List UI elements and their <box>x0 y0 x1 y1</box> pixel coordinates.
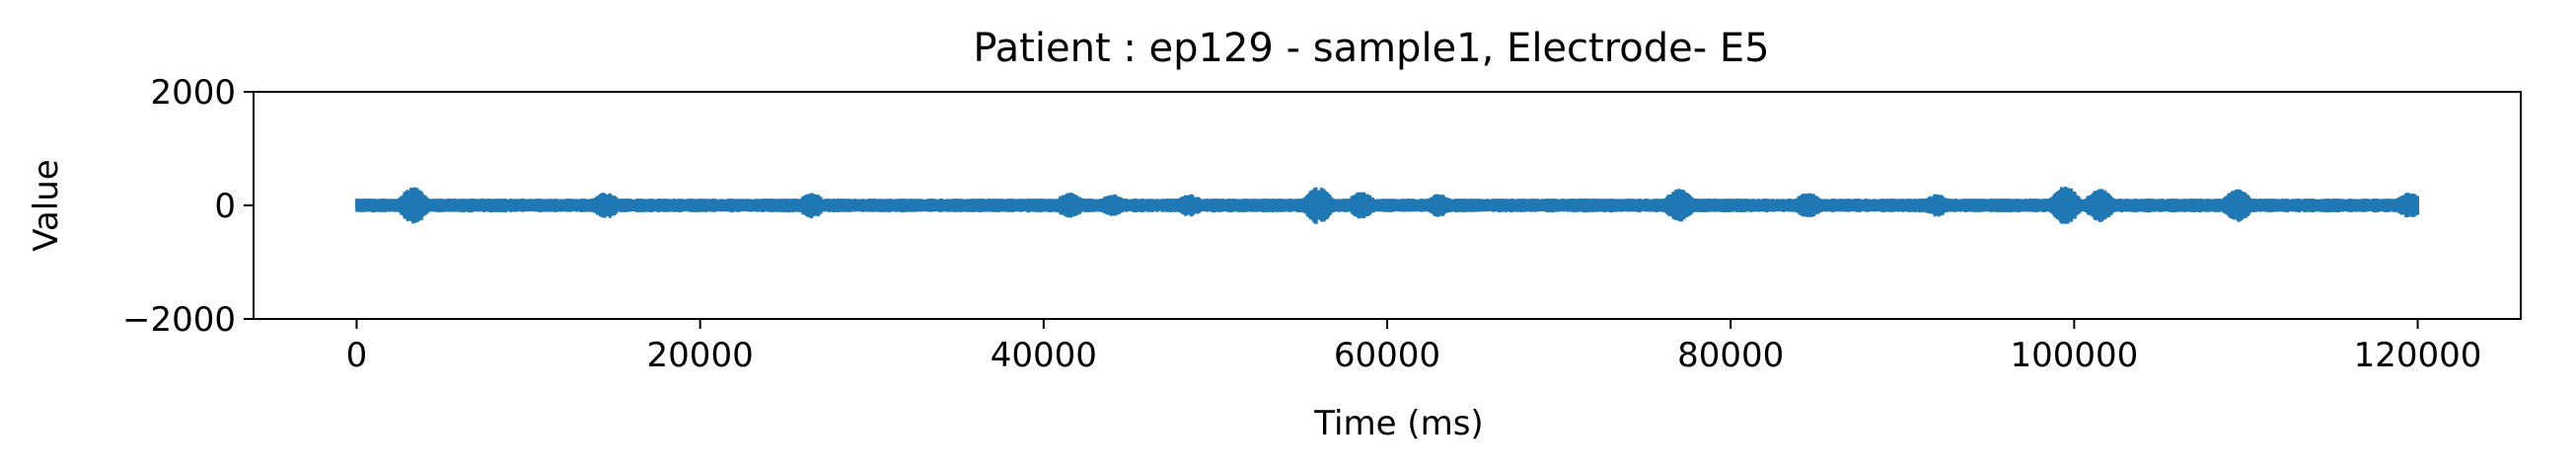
chart-title: Patient : ep129 - sample1, Electrode- E5 <box>973 26 1769 71</box>
x-tick-label: 60000 <box>1334 336 1440 375</box>
x-axis-label: Time (ms) <box>1313 404 1483 443</box>
signal-series <box>355 186 2420 224</box>
y-tick-label: 0 <box>214 187 236 226</box>
x-tick-label: 20000 <box>647 336 754 375</box>
y-axis-label: Value <box>27 159 66 251</box>
x-tick-label: 0 <box>346 336 368 375</box>
signal-line <box>355 186 2420 224</box>
x-tick-label: 120000 <box>2354 336 2482 375</box>
x-axis: 0 20000 40000 60000 80000 100000 120000 <box>346 319 2482 375</box>
y-axis: 2000 0 −2000 <box>122 73 254 340</box>
x-tick-label: 40000 <box>991 336 1097 375</box>
y-tick-label: 2000 <box>150 73 236 113</box>
plot-area <box>253 91 2522 320</box>
x-tick-label: 100000 <box>2010 336 2138 375</box>
y-tick-label: −2000 <box>122 300 236 340</box>
x-tick-label: 80000 <box>1677 336 1784 375</box>
